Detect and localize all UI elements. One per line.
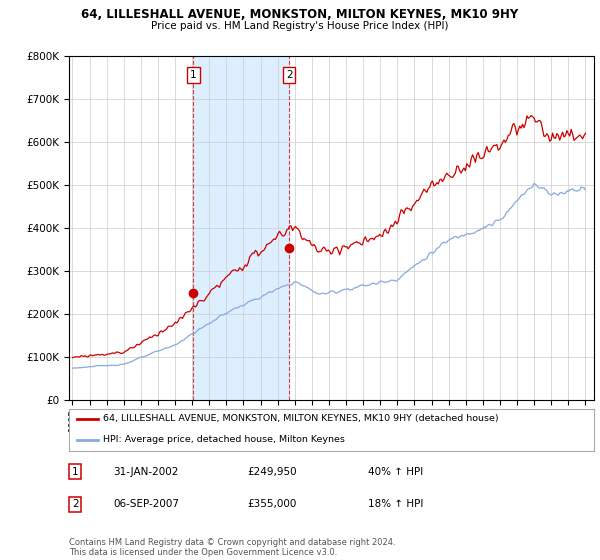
Text: 18% ↑ HPI: 18% ↑ HPI (368, 499, 424, 509)
Text: 06-SEP-2007: 06-SEP-2007 (113, 499, 179, 509)
Bar (193, 56, 289, 400)
Text: 40% ↑ HPI: 40% ↑ HPI (368, 467, 424, 477)
Text: 64, LILLESHALL AVENUE, MONKSTON, MILTON KEYNES, MK10 9HY (detached house): 64, LILLESHALL AVENUE, MONKSTON, MILTON … (103, 414, 499, 423)
Text: £355,000: £355,000 (248, 499, 297, 509)
Text: 64, LILLESHALL AVENUE, MONKSTON, MILTON KEYNES, MK10 9HY: 64, LILLESHALL AVENUE, MONKSTON, MILTON … (82, 8, 518, 21)
Text: 1: 1 (72, 467, 79, 477)
Text: Price paid vs. HM Land Registry's House Price Index (HPI): Price paid vs. HM Land Registry's House … (151, 21, 449, 31)
Text: £249,950: £249,950 (248, 467, 297, 477)
Text: 31-JAN-2002: 31-JAN-2002 (113, 467, 179, 477)
Text: 2: 2 (72, 499, 79, 509)
Text: 2: 2 (286, 71, 292, 81)
Text: 1: 1 (190, 71, 197, 81)
Text: Contains HM Land Registry data © Crown copyright and database right 2024.
This d: Contains HM Land Registry data © Crown c… (69, 538, 395, 557)
Text: HPI: Average price, detached house, Milton Keynes: HPI: Average price, detached house, Milt… (103, 435, 345, 445)
